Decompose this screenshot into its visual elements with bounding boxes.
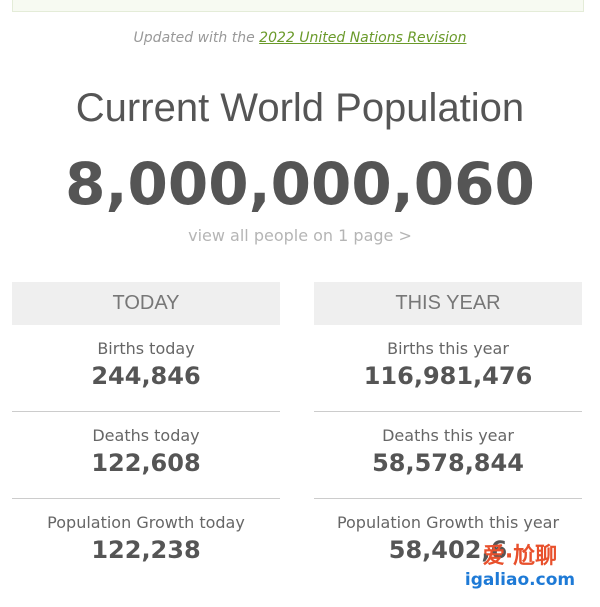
stat-value: 58,402,6 xyxy=(388,536,508,564)
watermark-logo: 爱·尬聊 xyxy=(482,544,558,569)
stat-label: Births today xyxy=(97,339,195,358)
stat-item: Population Growth today 122,238 xyxy=(12,499,280,586)
column-heading: THIS YEAR xyxy=(314,282,582,325)
view-all-link[interactable]: view all people on 1 page > xyxy=(188,226,412,245)
stat-item: Births today 244,846 xyxy=(12,325,280,412)
column-heading: TODAY xyxy=(12,282,280,325)
population-counter: 8,000,000,060 xyxy=(65,150,535,218)
stat-value: 122,238 xyxy=(91,536,201,564)
stat-label: Births this year xyxy=(387,339,509,358)
stat-column: THIS YEAR Births this year 116,981,476 Deat… xyxy=(314,282,582,586)
top-banner xyxy=(12,0,584,12)
watermark-site: igaliao.com xyxy=(464,570,576,590)
stat-value: 116,981,476 xyxy=(363,362,533,390)
stat-value: 58,578,844 xyxy=(372,449,524,477)
update-link[interactable]: 2022 United Nations Revision xyxy=(259,30,467,46)
title: Current World Population xyxy=(75,86,525,130)
stat-label: Deaths today xyxy=(92,426,200,445)
stat-item: Population Growth this year 58,402,6 xyxy=(314,499,582,586)
stat-item: Births this year 116,981,476 xyxy=(314,325,582,412)
watermark: 爱·尬聊 igaliao.com xyxy=(440,538,600,590)
stat-value: 244,846 xyxy=(91,362,201,390)
stat-label: Population Growth today xyxy=(47,513,245,532)
update-prefix: Updated with the xyxy=(133,30,255,46)
stat-label: Deaths this year xyxy=(382,426,514,445)
stat-column: TODAY Births today 244,846 Deaths today 122,… xyxy=(12,282,280,586)
stat-item: Deaths this year 58,578,844 xyxy=(314,412,582,499)
update-note: Updated with the 2022 United Nations Rev… xyxy=(0,30,600,46)
stat-item: Deaths today 122,608 xyxy=(12,412,280,499)
stat-value: 122,608 xyxy=(91,449,201,477)
stat-label: Population Growth this year xyxy=(336,513,560,532)
